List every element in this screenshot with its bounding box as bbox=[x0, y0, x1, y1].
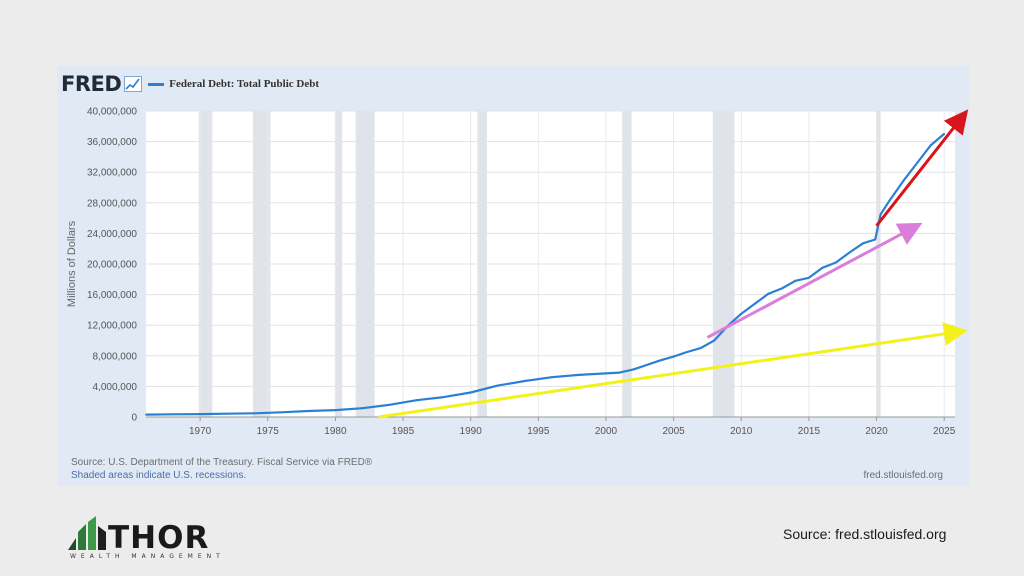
y-tick-label: 12,000,000 bbox=[87, 321, 137, 332]
debt-data-point bbox=[916, 162, 919, 164]
debt-data-point bbox=[794, 279, 797, 282]
y-tick-label: 16,000,000 bbox=[87, 290, 137, 301]
y-tick-label: 32,000,000 bbox=[87, 168, 137, 179]
debt-data-point bbox=[862, 242, 864, 245]
violet-trend-arrow bbox=[706, 222, 923, 339]
debt-data-point bbox=[442, 396, 445, 399]
y-tick-label: 4,000,000 bbox=[93, 382, 138, 393]
chart-panel: 0 4,000,000 8,000,000 12,000,000 16,000,000 2… bbox=[57, 66, 969, 486]
debt-data-point bbox=[699, 347, 702, 350]
chart-header: FRED Federal Debt: Total Public Debt bbox=[61, 72, 319, 96]
y-tick-label: 8,000,000 bbox=[93, 351, 138, 362]
debt-data-point bbox=[578, 374, 580, 376]
debt-data-point bbox=[523, 380, 526, 382]
footer-source: Source: U.S. Department of the Treasury.… bbox=[71, 457, 373, 468]
x-tick-label: 1985 bbox=[392, 426, 415, 437]
debt-data-point bbox=[605, 372, 607, 375]
debt-data-point bbox=[943, 133, 946, 135]
debt-data-point bbox=[874, 238, 877, 241]
y-tick-label: 20,000,000 bbox=[87, 260, 137, 271]
x-tick-label: 2015 bbox=[798, 426, 821, 437]
debt-data-point bbox=[879, 213, 882, 216]
debt-data-point bbox=[659, 359, 661, 362]
debt-data-point bbox=[672, 355, 675, 358]
debt-data-point bbox=[550, 376, 553, 379]
debt-data-point bbox=[253, 412, 256, 415]
fred-logo[interactable]: FRED bbox=[61, 72, 122, 96]
x-tick-label: 2005 bbox=[662, 426, 685, 437]
legend-label: Federal Debt: Total Public Debt bbox=[169, 78, 320, 90]
debt-data-point bbox=[686, 351, 689, 353]
debt-data-point bbox=[361, 407, 364, 410]
x-tick-label: 2025 bbox=[933, 426, 956, 437]
debt-data-point bbox=[280, 411, 283, 414]
thor-emblem-icon bbox=[68, 516, 106, 550]
thor-wordmark: THOR bbox=[108, 520, 209, 556]
debt-data-point bbox=[226, 412, 229, 415]
debt-data-point bbox=[740, 312, 743, 315]
debt-data-point bbox=[848, 251, 851, 254]
red-trend-arrow bbox=[875, 109, 969, 227]
debt-data-point bbox=[618, 371, 621, 374]
debt-data-point bbox=[902, 179, 905, 182]
debt-data-point bbox=[632, 368, 634, 371]
debt-data-point bbox=[645, 364, 648, 366]
x-tick-label: 2020 bbox=[865, 426, 888, 437]
legend-swatch bbox=[148, 82, 165, 86]
graph-icon bbox=[124, 76, 143, 92]
debt-data-point bbox=[753, 302, 756, 305]
debt-series-line bbox=[145, 133, 945, 416]
debt-data-point bbox=[780, 287, 783, 290]
yellow-trend-arrow bbox=[378, 322, 968, 419]
x-tick-label: 1995 bbox=[527, 426, 550, 437]
y-tick-label: 0 bbox=[131, 413, 137, 424]
debt-data-point bbox=[496, 384, 499, 387]
debt-data-point bbox=[145, 413, 147, 416]
thor-logo: THOR WEALTH MANAGEMENT bbox=[68, 516, 225, 560]
debt-data-point bbox=[388, 403, 391, 406]
x-tick-label: 1970 bbox=[189, 426, 212, 437]
y-tick-label: 36,000,000 bbox=[87, 137, 137, 148]
debt-data-point bbox=[889, 198, 891, 201]
x-tick-label: 1980 bbox=[324, 426, 347, 437]
debt-data-point bbox=[415, 399, 418, 402]
x-tick-label: 2000 bbox=[595, 426, 618, 437]
chart-plot: 0 4,000,000 8,000,000 12,000,000 16,000,000 2… bbox=[66, 107, 969, 437]
debt-data-point bbox=[767, 292, 770, 295]
footer-site-link[interactable]: fred.stlouisfed.org bbox=[863, 470, 944, 481]
y-tick-label: 24,000,000 bbox=[87, 229, 137, 240]
x-tick-label: 1990 bbox=[460, 426, 483, 437]
debt-data-point bbox=[821, 266, 824, 269]
thor-tagline: WEALTH MANAGEMENT bbox=[70, 553, 225, 560]
debt-data-point bbox=[713, 339, 716, 342]
x-tick-label: 1975 bbox=[257, 426, 280, 437]
debt-data-point bbox=[469, 391, 472, 394]
debt-data-point bbox=[172, 413, 174, 416]
x-tick-label: 2010 bbox=[730, 426, 753, 437]
y-tick-label: 40,000,000 bbox=[87, 107, 137, 118]
debt-data-point bbox=[199, 413, 202, 415]
y-tick-label: 28,000,000 bbox=[87, 198, 137, 209]
debt-data-point bbox=[929, 144, 932, 147]
recessions-note: Shaded areas indicate U.S. recessions. bbox=[71, 470, 247, 481]
debt-data-point bbox=[307, 410, 310, 412]
source-caption: Source: fred.stlouisfed.org bbox=[783, 526, 947, 542]
debt-data-point bbox=[334, 409, 337, 412]
y-axis-label: Millions of Dollars bbox=[66, 220, 78, 307]
debt-data-point bbox=[835, 261, 837, 264]
debt-data-point bbox=[807, 276, 810, 279]
